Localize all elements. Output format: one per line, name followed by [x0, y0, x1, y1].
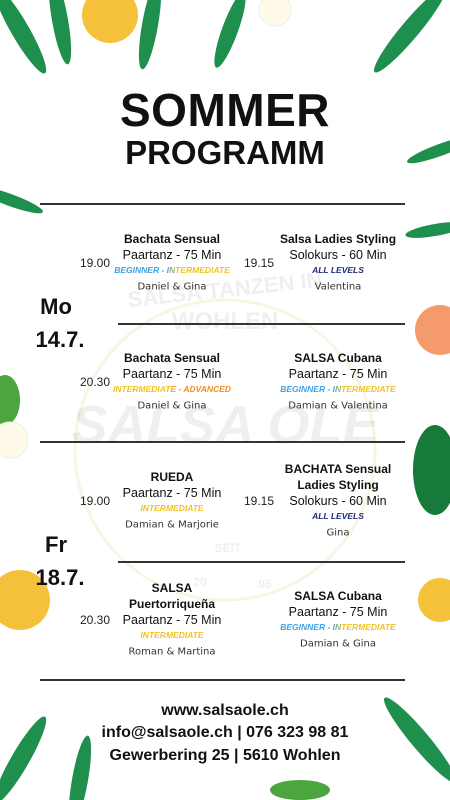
watermark-text: 06: [258, 577, 272, 591]
address: Gewerbering 25 | 5610 Wohlen: [109, 747, 341, 764]
class-title: Salsa Ladies Styling: [279, 232, 397, 246]
divider: [40, 203, 405, 205]
class-format: Paartanz - 75 Min: [122, 248, 222, 262]
divider: [40, 679, 405, 681]
class-format: Paartanz - 75 Min: [122, 367, 222, 381]
class-time: 20.30: [79, 613, 111, 627]
class-level: ALL LEVELS: [312, 511, 364, 521]
class-teachers: Roman & Martina: [128, 646, 216, 658]
class-title: Puertorriqueña: [128, 597, 216, 611]
class-teachers: Daniel & Gina: [137, 281, 207, 293]
class-title: SALSA Cubana: [294, 351, 382, 365]
class-level: BEGINNER - INTERMEDIATE: [280, 622, 396, 632]
class-teachers: Daniel & Gina: [137, 400, 207, 412]
class-title: BACHATA Sensual: [284, 462, 392, 476]
class-teachers: Damian & Gina: [300, 638, 376, 650]
divider: [40, 441, 405, 443]
class-level: INTERMEDIATE: [140, 630, 204, 640]
class-time: 19.15: [243, 494, 275, 508]
class-title: SALSA: [151, 581, 193, 595]
class-level: BEGINNER - INTERMEDIATE: [280, 384, 396, 394]
class-time: 19.00: [79, 256, 111, 270]
class-time: 20.30: [79, 375, 111, 389]
class-title: Bachata Sensual: [123, 351, 221, 365]
class-title: RUEDA: [150, 470, 194, 484]
class-title: Bachata Sensual: [123, 232, 221, 246]
contact: info@salsaole.ch | 076 323 98 81: [101, 724, 349, 741]
class-title: Ladies Styling: [297, 478, 379, 492]
day-date: 18.7.: [35, 565, 85, 590]
day-date: 14.7.: [35, 327, 85, 352]
class-format: Solokurs - 60 Min: [289, 494, 387, 508]
class-format: Paartanz - 75 Min: [122, 486, 222, 500]
day-name: Mo: [40, 294, 72, 319]
watermark-text: WOHLEN: [171, 308, 279, 335]
class-teachers: Valentina: [314, 281, 362, 293]
watermark-text: SEIT: [214, 541, 242, 555]
website: www.salsaole.ch: [161, 702, 289, 719]
class-teachers: Damian & Valentina: [288, 400, 388, 412]
class-time: 19.00: [79, 494, 111, 508]
class-time: 19.15: [243, 256, 275, 270]
divider: [118, 323, 405, 325]
class-format: Paartanz - 75 Min: [122, 613, 222, 627]
class-title: SALSA Cubana: [294, 589, 382, 603]
class-teachers: Gina: [326, 527, 350, 539]
subtitle: PROGRAMM: [125, 134, 325, 171]
watermark-text: 20: [193, 575, 207, 589]
class-teachers: Damian & Marjorie: [125, 519, 219, 531]
class-level: INTERMEDIATE - ADVANCED: [113, 384, 231, 394]
title: SOMMER: [120, 84, 330, 136]
class-format: Paartanz - 75 Min: [288, 367, 388, 381]
class-format: Paartanz - 75 Min: [288, 605, 388, 619]
class-format: Solokurs - 60 Min: [289, 248, 387, 262]
class-level: INTERMEDIATE: [140, 503, 204, 513]
class-level: BEGINNER - INTERMEDIATE: [114, 265, 230, 275]
class-level: ALL LEVELS: [312, 265, 364, 275]
watermark-text: SALSA OLE: [71, 395, 379, 455]
day-name: Fr: [45, 532, 67, 557]
divider: [118, 561, 405, 563]
